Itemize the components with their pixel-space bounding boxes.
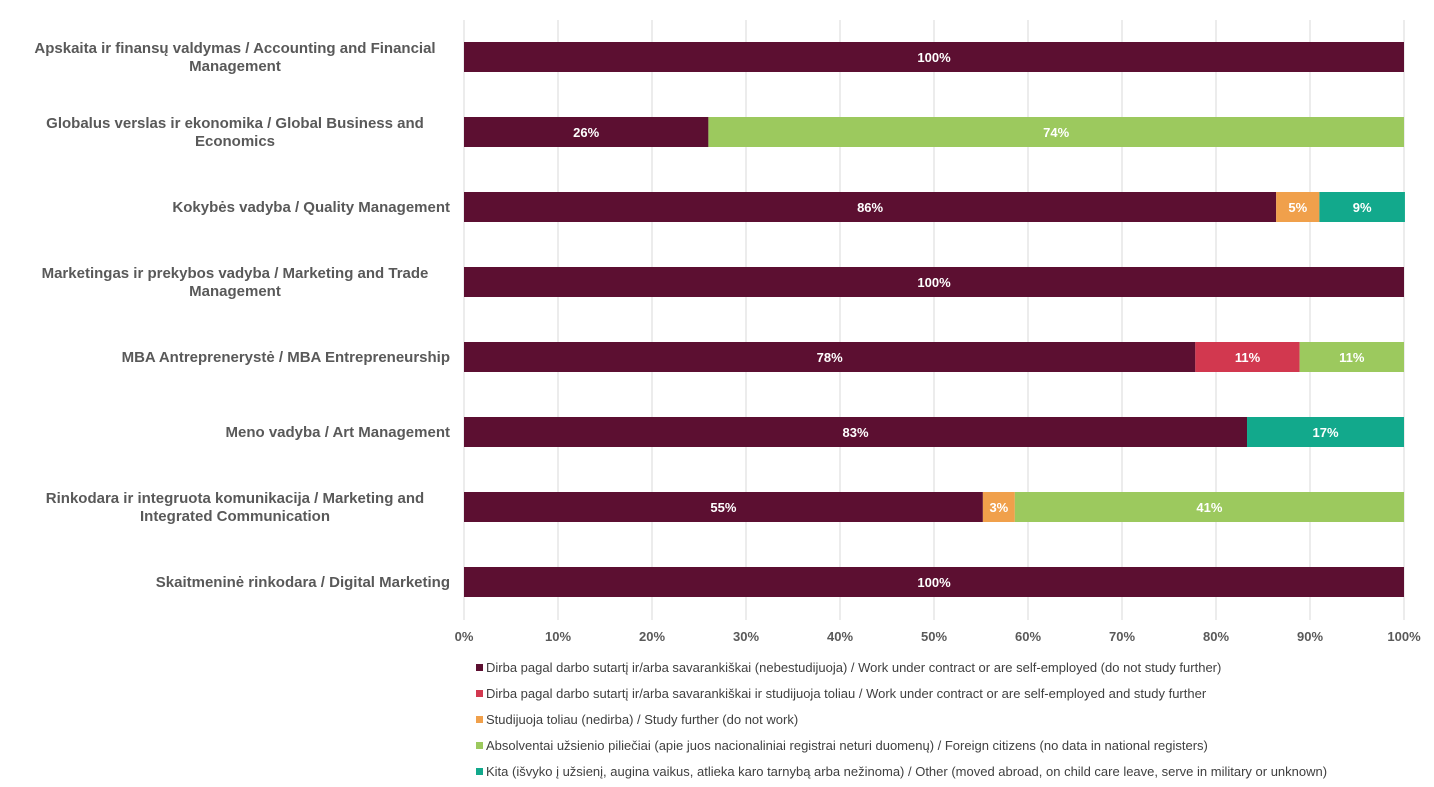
bar-segment [1319, 192, 1405, 222]
bar-area: 100% 26% 74% 86% 5% 9% 100% 78% 11% 11% 83% 17% 55% 3… [464, 42, 1405, 597]
x-tick-label: 40% [827, 629, 853, 644]
data-label: 100% [917, 50, 951, 65]
x-tick-label: 100% [1387, 629, 1421, 644]
category-label-line: Meno vadyba / Art Management [226, 424, 451, 441]
legend-label: Dirba pagal darbo sutartį ir/arba savara… [486, 686, 1207, 701]
x-axis-ticks: 0% 10% 20% 30% 40% 50% 60% 70% 80% 90% 100% [455, 629, 1421, 644]
category-label-line: Apskaita ir finansų valdymas / Accountin… [34, 40, 435, 57]
x-tick-label: 20% [639, 629, 665, 644]
legend-item: Studijuoja toliau (nedirba) / Study furt… [476, 712, 798, 727]
x-tick-label: 70% [1109, 629, 1135, 644]
category-label-line: Management [189, 58, 281, 75]
data-label: 11% [1339, 350, 1365, 365]
x-tick-label: 10% [545, 629, 571, 644]
category-label-line: Economics [195, 133, 275, 150]
category-label: Meno vadyba / Art Management [226, 424, 451, 441]
legend-item: Dirba pagal darbo sutartį ir/arba savara… [476, 660, 1221, 675]
legend-swatch [476, 664, 483, 671]
category-label-line: Integrated Communication [140, 508, 330, 525]
legend-label: Kita (išvyko į užsienį, augina vaikus, a… [486, 764, 1327, 779]
bar-segment [1247, 417, 1404, 447]
x-tick-label: 50% [921, 629, 947, 644]
category-label: Globalus verslas ir ekonomika / Global B… [46, 115, 424, 150]
data-label: 17% [1312, 425, 1338, 440]
category-label-line: Management [189, 283, 281, 300]
bar-segment [464, 492, 983, 522]
legend-swatch [476, 716, 483, 723]
bar-segment [464, 342, 1196, 372]
data-label: 26% [573, 125, 599, 140]
legend-swatch [476, 742, 483, 749]
gridlines [463, 20, 1405, 620]
legend: Dirba pagal darbo sutartį ir/arba savara… [476, 660, 1327, 779]
bar-segment [1014, 492, 1404, 522]
category-label-line: Marketingas ir prekybos vadyba / Marketi… [42, 265, 429, 282]
data-label: 41% [1196, 500, 1222, 515]
category-label: Rinkodara ir integruota komunikacija / M… [46, 490, 424, 525]
category-label-line: MBA Antreprenerystė / MBA Entrepreneursh… [122, 349, 450, 366]
data-label: 5% [1288, 200, 1307, 215]
data-label: 100% [917, 275, 951, 290]
data-label: 55% [710, 500, 736, 515]
x-tick-label: 80% [1203, 629, 1229, 644]
legend-label: Dirba pagal darbo sutartį ir/arba savara… [486, 660, 1221, 675]
data-label: 11% [1235, 350, 1261, 365]
category-label-line: Rinkodara ir integruota komunikacija / M… [46, 490, 424, 507]
data-label: 74% [1043, 125, 1069, 140]
data-label: 9% [1353, 200, 1372, 215]
category-label: Apskaita ir finansų valdymas / Accountin… [34, 40, 435, 75]
category-labels: Apskaita ir finansų valdymas / Accountin… [34, 40, 450, 591]
category-label-line: Globalus verslas ir ekonomika / Global B… [46, 115, 424, 132]
x-tick-label: 30% [733, 629, 759, 644]
legend-swatch [476, 768, 483, 775]
x-tick-label: 60% [1015, 629, 1041, 644]
bar-segment [464, 117, 709, 147]
x-tick-label: 0% [455, 629, 474, 644]
category-label-line: Kokybės vadyba / Quality Management [172, 199, 450, 216]
bar-segment [982, 492, 1015, 522]
data-label: 3% [989, 500, 1008, 515]
bar-segment [464, 192, 1277, 222]
bar-segment [464, 567, 1404, 597]
legend-item: Kita (išvyko į užsienį, augina vaikus, a… [476, 764, 1327, 779]
bar-segment [1276, 192, 1320, 222]
legend-item: Dirba pagal darbo sutartį ir/arba savara… [476, 686, 1207, 701]
category-label: MBA Antreprenerystė / MBA Entrepreneursh… [122, 349, 450, 366]
category-label: Marketingas ir prekybos vadyba / Marketi… [42, 265, 429, 300]
category-label: Kokybės vadyba / Quality Management [172, 199, 450, 216]
bar-segment [464, 417, 1248, 447]
bar-segment [708, 117, 1404, 147]
data-label: 100% [917, 575, 951, 590]
legend-label: Absolventai užsienio piliečiai (apie juo… [486, 738, 1208, 753]
data-label: 86% [857, 200, 883, 215]
legend-label: Studijuoja toliau (nedirba) / Study furt… [486, 712, 798, 727]
bar-segment [1195, 342, 1300, 372]
bar-segment [1299, 342, 1404, 372]
data-label: 83% [842, 425, 868, 440]
legend-swatch [476, 690, 483, 697]
bar-segment [464, 42, 1404, 72]
category-label: Skaitmeninė rinkodara / Digital Marketin… [156, 574, 450, 591]
x-tick-label: 90% [1297, 629, 1323, 644]
legend-item: Absolventai užsienio piliečiai (apie juo… [476, 738, 1208, 753]
category-label-line: Skaitmeninė rinkodara / Digital Marketin… [156, 574, 450, 591]
data-label: 78% [817, 350, 843, 365]
bar-segment [464, 267, 1404, 297]
